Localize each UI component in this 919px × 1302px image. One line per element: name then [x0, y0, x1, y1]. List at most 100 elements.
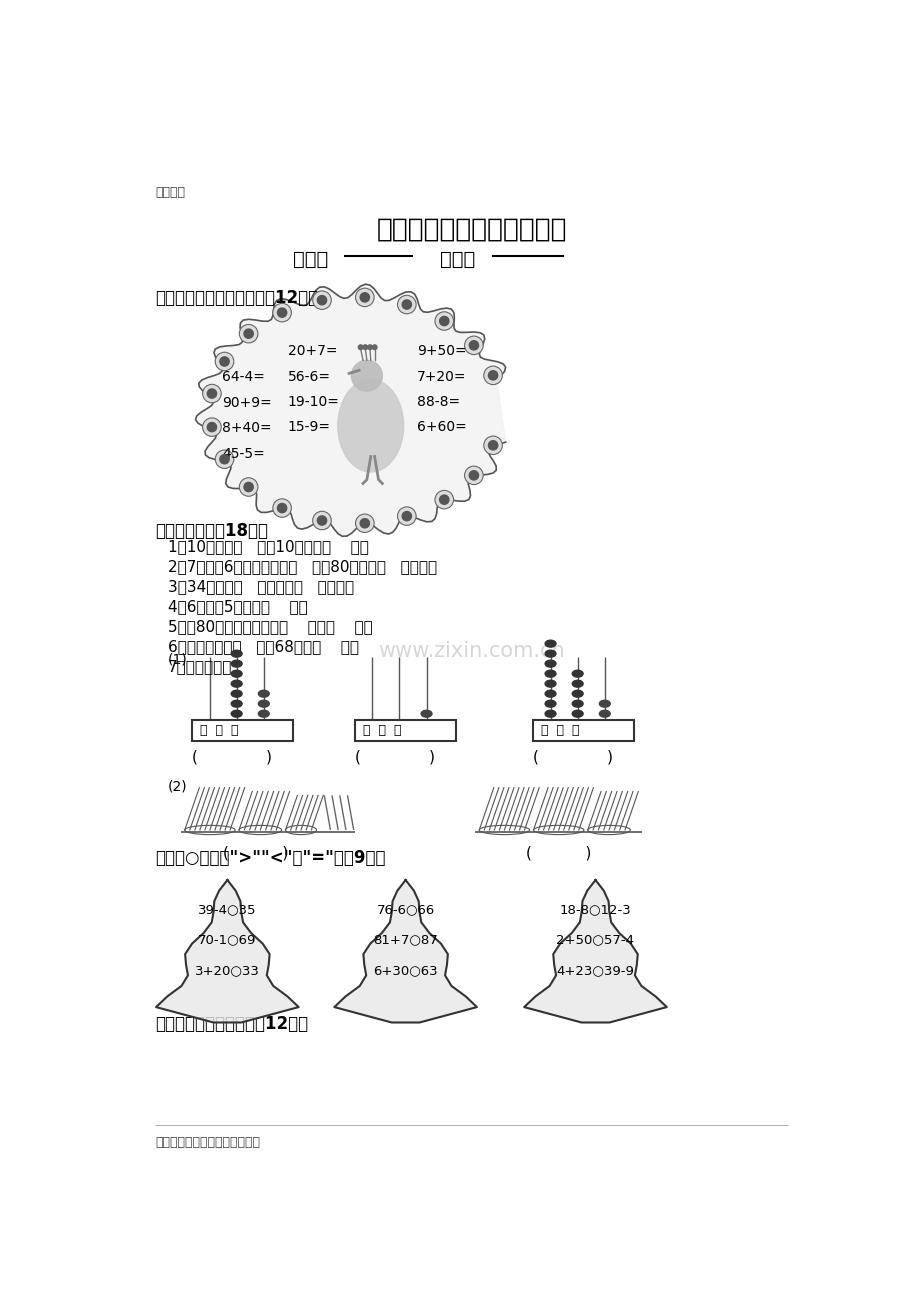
Text: 百  十  个: 百 十 个 [200, 724, 239, 737]
Circle shape [220, 357, 229, 366]
Text: 百  十  个: 百 十 个 [363, 724, 401, 737]
Circle shape [368, 345, 372, 349]
Text: 三、在○里填上">""<"或"="。（9分）: 三、在○里填上">""<"或"="。（9分） [155, 849, 385, 867]
Ellipse shape [258, 711, 269, 717]
Circle shape [273, 303, 291, 322]
Text: www.zixin.com.cn: www.zixin.com.cn [378, 642, 564, 661]
Text: 二、我会填。（18分）: 二、我会填。（18分） [155, 522, 268, 540]
Circle shape [244, 329, 253, 339]
Ellipse shape [231, 680, 242, 687]
Circle shape [202, 384, 221, 402]
Circle shape [469, 341, 478, 350]
Ellipse shape [545, 671, 555, 677]
Ellipse shape [545, 690, 555, 697]
Text: (2): (2) [167, 780, 187, 794]
Polygon shape [334, 880, 476, 1022]
Text: (              ): ( ) [355, 749, 435, 764]
Text: 20+7=: 20+7= [288, 344, 337, 358]
Circle shape [215, 450, 233, 469]
Circle shape [372, 345, 377, 349]
Text: 3+20○33: 3+20○33 [195, 965, 259, 978]
Text: 4、6个一和5个十是（    ）。: 4、6个一和5个十是（ ）。 [167, 599, 307, 615]
Circle shape [469, 471, 478, 480]
Ellipse shape [545, 650, 555, 658]
Circle shape [207, 389, 216, 398]
Text: 一年级下册第四单元测试题: 一年级下册第四单元测试题 [376, 216, 566, 242]
Text: 8+40=: 8+40= [221, 421, 271, 435]
Ellipse shape [598, 700, 609, 707]
Text: 6+60=: 6+60= [417, 421, 467, 435]
Text: 64-4=: 64-4= [221, 370, 265, 384]
Circle shape [359, 293, 369, 302]
Text: 5、与80相邻的两个数是（    ）和（    ）。: 5、与80相邻的两个数是（ ）和（ ）。 [167, 618, 372, 634]
Ellipse shape [258, 700, 269, 707]
Text: 76-6○66: 76-6○66 [376, 902, 435, 915]
Text: 19-10=: 19-10= [288, 395, 339, 409]
Circle shape [402, 299, 411, 309]
Bar [355, 720, 456, 741]
Ellipse shape [572, 680, 583, 687]
Ellipse shape [231, 660, 242, 667]
Ellipse shape [421, 711, 432, 717]
Polygon shape [156, 880, 299, 1022]
Ellipse shape [258, 690, 269, 697]
Circle shape [397, 296, 415, 314]
Circle shape [439, 316, 448, 326]
Text: 评分：: 评分： [440, 250, 475, 270]
Polygon shape [195, 284, 505, 536]
Text: 2+50○57-4: 2+50○57-4 [556, 934, 634, 947]
Ellipse shape [545, 660, 555, 667]
Ellipse shape [572, 690, 583, 697]
Text: 各种学习资料，仅供学习与交流: 各种学习资料，仅供学习与交流 [155, 1135, 260, 1148]
Polygon shape [524, 880, 666, 1022]
Text: 4+23○39-9: 4+23○39-9 [556, 965, 634, 978]
Circle shape [464, 336, 482, 354]
Text: 百  十  个: 百 十 个 [540, 724, 579, 737]
Text: (           ): ( ) [525, 845, 591, 861]
Circle shape [439, 495, 448, 504]
Circle shape [244, 482, 253, 492]
Circle shape [483, 366, 502, 384]
Ellipse shape [231, 690, 242, 697]
Ellipse shape [231, 700, 242, 707]
Text: (           ): ( ) [223, 845, 289, 861]
Ellipse shape [545, 680, 555, 687]
Text: 2、7个十和6个一合起来是（   ），80里面有（   ）个十。: 2、7个十和6个一合起来是（ ），80里面有（ ）个十。 [167, 559, 437, 574]
Circle shape [312, 512, 331, 530]
Text: 姓名：: 姓名： [293, 250, 328, 270]
Text: (              ): ( ) [533, 749, 613, 764]
Circle shape [488, 440, 497, 450]
Circle shape [312, 290, 331, 310]
Circle shape [351, 361, 382, 391]
Ellipse shape [231, 711, 242, 717]
Text: (              ): ( ) [192, 749, 272, 764]
Text: 学习资料: 学习资料 [155, 185, 185, 198]
Text: 7+20=: 7+20= [417, 370, 466, 384]
Circle shape [358, 345, 363, 349]
Ellipse shape [337, 380, 403, 471]
Circle shape [273, 499, 291, 517]
Text: 81+7○87: 81+7○87 [373, 934, 437, 947]
Text: 39-4○35: 39-4○35 [198, 902, 256, 915]
Text: 9+50=: 9+50= [417, 344, 466, 358]
Text: 3、34里面有（   ）个十和（   ）个一。: 3、34里面有（ ）个十和（ ）个一。 [167, 579, 354, 594]
Circle shape [355, 514, 374, 533]
Circle shape [220, 454, 229, 464]
Circle shape [239, 324, 257, 342]
Circle shape [278, 309, 287, 318]
Circle shape [435, 491, 453, 509]
Circle shape [207, 423, 216, 432]
Ellipse shape [545, 700, 555, 707]
Circle shape [363, 345, 368, 349]
Text: 18-8○12-3: 18-8○12-3 [559, 902, 630, 915]
Bar [192, 720, 293, 741]
Text: 90+9=: 90+9= [221, 396, 271, 410]
Circle shape [355, 288, 374, 307]
Ellipse shape [231, 671, 242, 677]
Circle shape [435, 311, 453, 331]
Circle shape [317, 516, 326, 525]
Text: 45-5=: 45-5= [221, 447, 265, 461]
Ellipse shape [572, 711, 583, 717]
Text: 70-1○69: 70-1○69 [198, 934, 256, 947]
Circle shape [359, 518, 369, 527]
